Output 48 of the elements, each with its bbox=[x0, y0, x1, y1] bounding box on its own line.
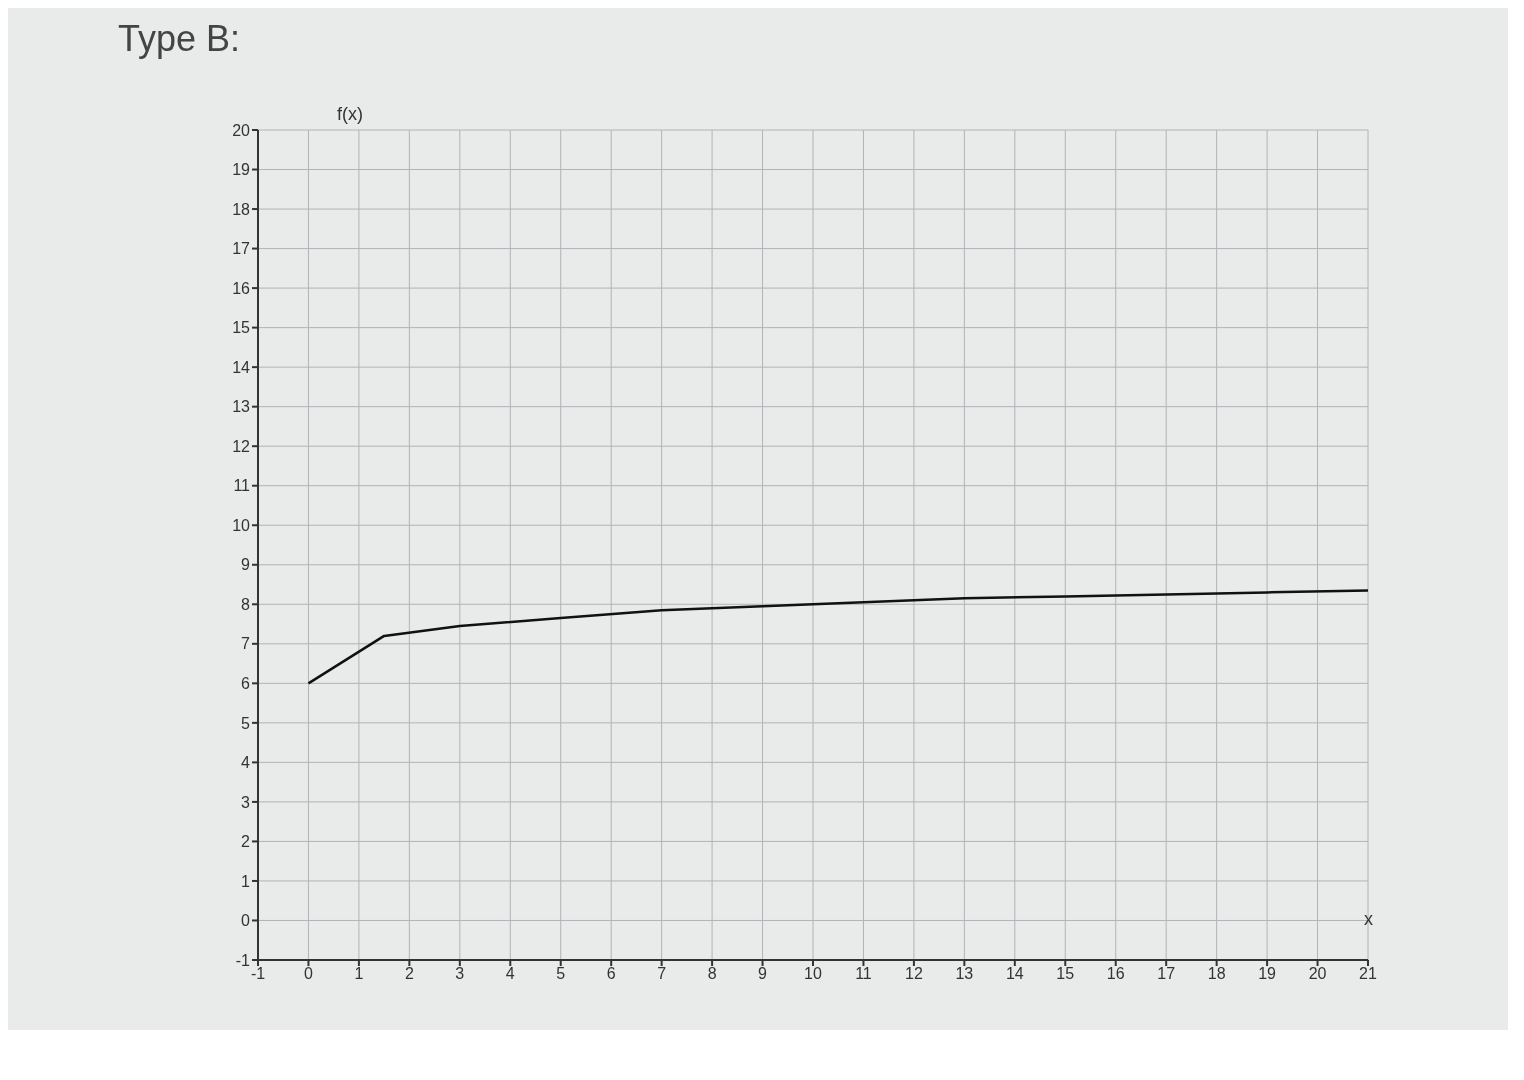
line-series bbox=[307, 589, 1368, 685]
y-tick-label: 14 bbox=[232, 358, 251, 376]
x-tick-label: 16 bbox=[1106, 965, 1125, 983]
x-tick-label: 17 bbox=[1157, 965, 1176, 983]
y-tick-label: 12 bbox=[232, 437, 251, 455]
x-tick-label: 3 bbox=[455, 965, 465, 983]
y-tick-label: 10 bbox=[232, 516, 251, 534]
y-tick-label: 11 bbox=[233, 477, 251, 495]
y-tick-label: 6 bbox=[241, 675, 251, 693]
y-tick-label: 20 bbox=[232, 121, 251, 139]
x-tick-label: 11 bbox=[855, 965, 872, 983]
y-axis-title: f(x) bbox=[337, 103, 363, 124]
y-tick-label: 17 bbox=[232, 240, 251, 258]
x-tick-label: 15 bbox=[1056, 965, 1075, 983]
y-tick-label: 18 bbox=[232, 200, 251, 218]
x-tick-label: 8 bbox=[707, 965, 717, 983]
x-tick-label: 5 bbox=[556, 965, 566, 983]
y-tick-label: 1 bbox=[241, 872, 251, 890]
x-tick-label: 4 bbox=[505, 965, 515, 983]
x-tick-label: 19 bbox=[1258, 965, 1277, 983]
x-tick-label: 12 bbox=[905, 965, 923, 983]
y-tick-label: 9 bbox=[241, 556, 251, 574]
y-tick-label: 16 bbox=[232, 279, 251, 297]
x-tick-label: 20 bbox=[1308, 965, 1327, 983]
x-tick-label: 2 bbox=[404, 965, 414, 983]
y-tick-label: 15 bbox=[232, 319, 251, 337]
y-tick-label: 8 bbox=[241, 595, 251, 613]
x-tick-label: 9 bbox=[758, 965, 768, 983]
x-tick-label: 0 bbox=[304, 965, 313, 983]
y-tick-label: 4 bbox=[241, 754, 251, 772]
x-tick-label: 18 bbox=[1207, 965, 1226, 983]
y-tick-label: 13 bbox=[232, 398, 251, 416]
x-tick-label: 6 bbox=[606, 965, 616, 983]
y-tick-label: 3 bbox=[241, 793, 251, 811]
x-tick-label: 7 bbox=[657, 965, 667, 983]
y-tick-label: 19 bbox=[232, 161, 251, 179]
chart-title: Type B: bbox=[118, 18, 242, 60]
x-axis-title: x bbox=[1364, 909, 1373, 929]
y-tick-label: 2 bbox=[241, 833, 251, 851]
y-tick-label: 7 bbox=[241, 635, 251, 653]
x-tick-label: 1 bbox=[354, 965, 364, 983]
x-tick-label: 10 bbox=[804, 965, 822, 983]
x-tick-label: 14 bbox=[1005, 965, 1024, 983]
x-tick-label: 21 bbox=[1359, 965, 1377, 983]
y-tick-label: 5 bbox=[241, 714, 251, 732]
y-tick-label: 0 bbox=[241, 912, 251, 930]
x-tick-label: 13 bbox=[955, 965, 974, 983]
y-tick-label: -1 bbox=[235, 951, 251, 969]
